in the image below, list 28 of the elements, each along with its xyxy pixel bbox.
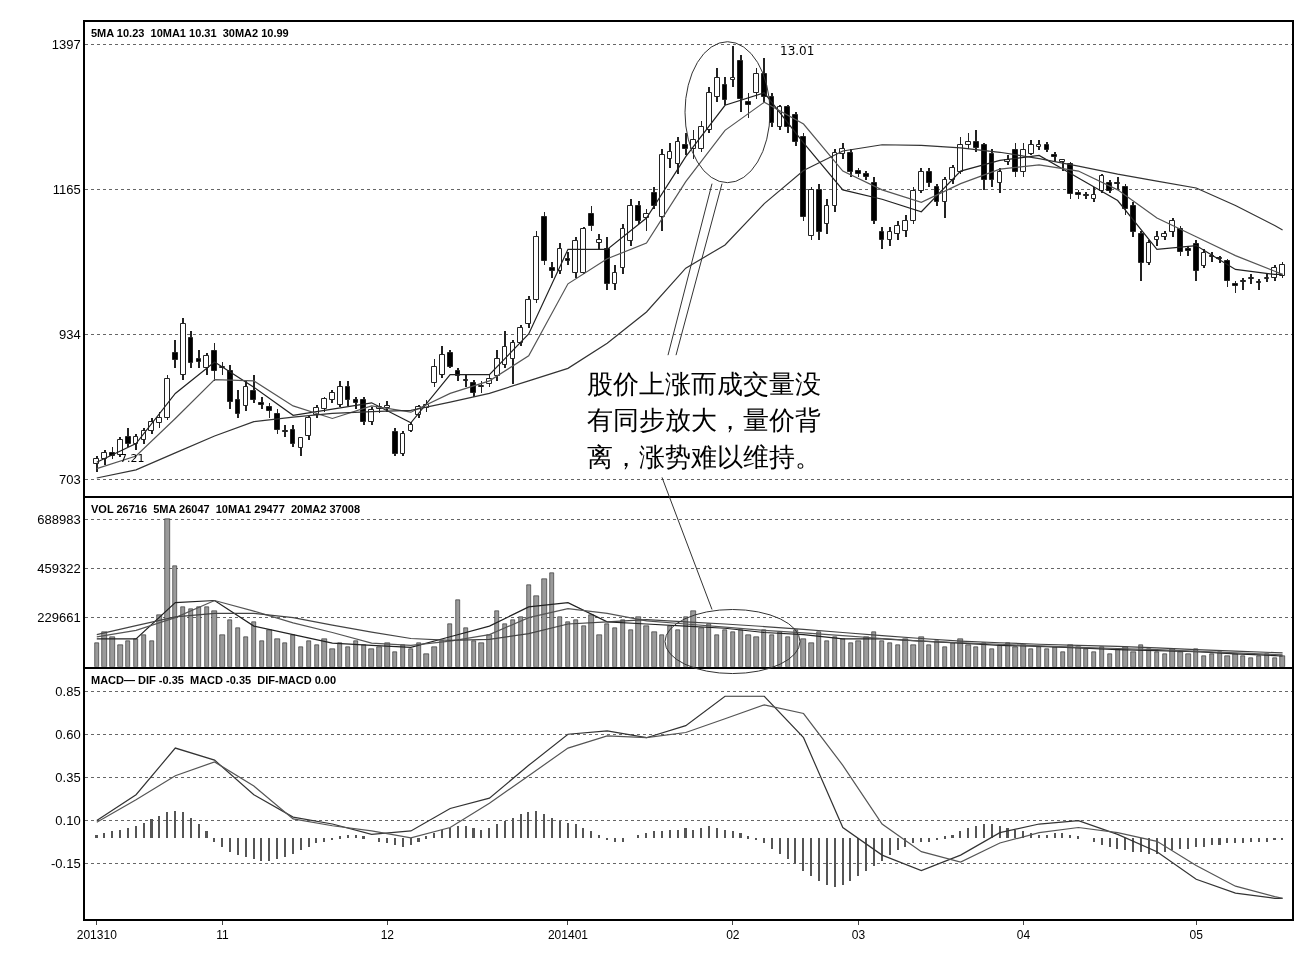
y-tick-label: 934 [58, 327, 81, 343]
y-tick-label: 688983 [37, 512, 81, 528]
annotation: 13.01 [780, 44, 815, 58]
text: MACD— DIF -0.35 MACD -0.35 DIF-MACD 0.00 [91, 674, 337, 686]
y-tick-label: 1165 [52, 182, 81, 198]
x-tick-label: 02 [726, 928, 740, 943]
annotation: 股价上涨而成交量没 [587, 369, 821, 399]
y-tick-label: 1397 [51, 37, 81, 53]
x-tick-label: 11 [216, 928, 229, 943]
annotation: 有同步放大，量价背 [587, 405, 821, 435]
y-tick-label: 0.35 [55, 769, 81, 785]
x-tick-label: 201401 [547, 928, 589, 943]
y-tick-label: 229661 [37, 610, 81, 626]
x-tick-label: 201310 [76, 928, 118, 943]
x-tick-label: 03 [851, 928, 866, 943]
y-tick-label: 703 [58, 471, 81, 487]
x-tick-label: 12 [380, 928, 395, 943]
x-tick-label: 05 [1189, 928, 1204, 943]
annotation: 7.21 [120, 452, 145, 465]
chart-title: VOL 26716 5MA 26047 10MA1 29477 20MA2 37008 [91, 503, 361, 515]
y-tick-label: 459322 [37, 561, 81, 577]
y-tick-label: 0.10 [55, 813, 81, 829]
y-tick-label: 0.60 [55, 726, 81, 742]
y-tick-label: -0.15 [51, 856, 81, 872]
y-tick-label: 0.85 [55, 683, 81, 699]
chart-title: 5MA 10.23 10MA1 10.31 30MA2 10.99 [91, 27, 289, 39]
annotation: 离，涨势难以维持。 [587, 442, 821, 472]
x-tick-label: 04 [1016, 928, 1031, 943]
